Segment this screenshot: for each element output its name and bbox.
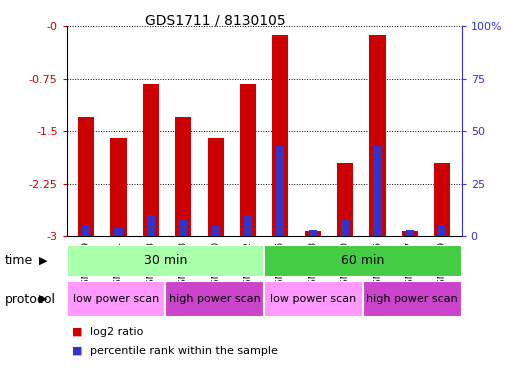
Bar bbox=[110, 138, 127, 236]
Bar bbox=[147, 215, 155, 236]
Bar bbox=[179, 219, 187, 236]
Text: high power scan: high power scan bbox=[366, 294, 458, 304]
Bar bbox=[240, 84, 256, 236]
Bar bbox=[264, 245, 462, 277]
Bar bbox=[309, 230, 317, 236]
Bar bbox=[114, 228, 123, 236]
Bar bbox=[67, 245, 264, 277]
Bar bbox=[277, 146, 284, 236]
Text: time: time bbox=[5, 254, 33, 267]
Text: protocol: protocol bbox=[5, 292, 56, 306]
Text: ▶: ▶ bbox=[38, 256, 47, 266]
Bar bbox=[272, 34, 288, 236]
Bar bbox=[264, 281, 363, 317]
Text: high power scan: high power scan bbox=[169, 294, 261, 304]
Bar bbox=[341, 219, 349, 236]
Bar bbox=[406, 230, 414, 236]
Bar bbox=[208, 138, 224, 236]
Text: 60 min: 60 min bbox=[341, 254, 385, 267]
Bar bbox=[434, 163, 450, 236]
Bar bbox=[373, 146, 382, 236]
Text: ■: ■ bbox=[72, 327, 82, 337]
Text: percentile rank within the sample: percentile rank within the sample bbox=[90, 346, 278, 355]
Bar bbox=[402, 231, 418, 236]
Text: low power scan: low power scan bbox=[73, 294, 159, 304]
Bar bbox=[438, 226, 446, 236]
Bar bbox=[175, 117, 191, 236]
Bar bbox=[211, 226, 220, 236]
Bar bbox=[363, 281, 462, 317]
Bar bbox=[78, 117, 94, 236]
Bar bbox=[337, 163, 353, 236]
Bar bbox=[165, 281, 264, 317]
Bar bbox=[67, 281, 165, 317]
Bar bbox=[143, 84, 159, 236]
Text: 30 min: 30 min bbox=[144, 254, 187, 267]
Text: GDS1711 / 8130105: GDS1711 / 8130105 bbox=[145, 13, 286, 27]
Text: ■: ■ bbox=[72, 346, 82, 355]
Bar bbox=[244, 215, 252, 236]
Bar bbox=[369, 34, 386, 236]
Text: ▶: ▶ bbox=[38, 294, 47, 304]
Bar bbox=[305, 231, 321, 236]
Bar bbox=[82, 226, 90, 236]
Text: low power scan: low power scan bbox=[270, 294, 357, 304]
Text: log2 ratio: log2 ratio bbox=[90, 327, 143, 337]
